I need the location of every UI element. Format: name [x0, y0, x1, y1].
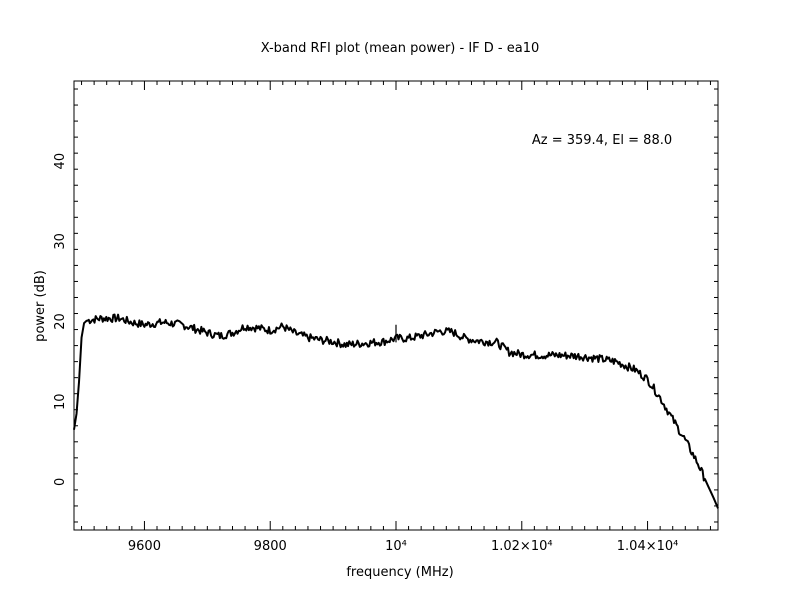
y-axis-label: power (dB): [33, 270, 48, 342]
chart-title: X-band RFI plot (mean power) - IF D - ea…: [261, 41, 540, 56]
x-tick-label: 9800: [254, 539, 287, 554]
axis-ticks: [74, 81, 718, 530]
y-tick-label: 40: [53, 153, 68, 170]
y-tick-label: 30: [53, 233, 68, 250]
series-line-power: [73, 313, 719, 509]
y-tick-label: 20: [53, 313, 68, 330]
x-tick-label: 9600: [128, 539, 161, 554]
y-tick-label: 0: [53, 478, 68, 486]
x-tick-label: 1.04×10⁴: [617, 539, 679, 554]
x-axis-label: frequency (MHz): [346, 565, 453, 580]
az-el-annotation: Az = 359.4, El = 88.0: [532, 133, 672, 148]
tick-labels: 9600 9800 10⁴ 1.02×10⁴ 1.04×10⁴ 0 10 20 30 40: [53, 153, 678, 554]
x-tick-label: 10⁴: [385, 539, 407, 554]
y-tick-label: 10: [53, 393, 68, 410]
plot-frame: [73, 80, 719, 531]
x-tick-label: 1.02×10⁴: [491, 539, 553, 554]
